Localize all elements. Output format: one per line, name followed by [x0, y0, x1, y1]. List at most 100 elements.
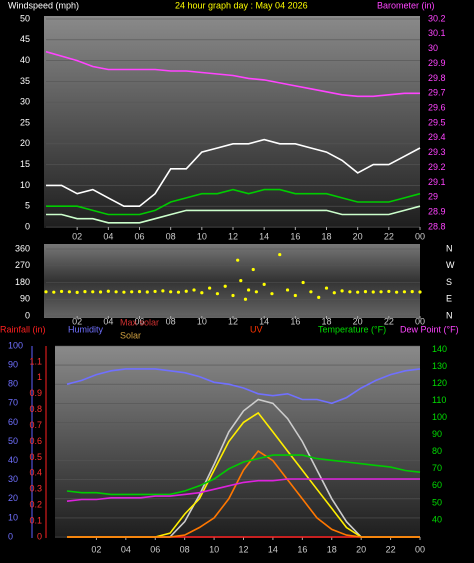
y-tick-label: 25 [20, 117, 30, 127]
series-line [46, 138, 421, 207]
direction-point [395, 290, 399, 294]
y3-tick-label: 1 [37, 372, 42, 382]
y-tick-label: 10 [8, 512, 18, 522]
legend-label: Humidity [68, 324, 104, 334]
direction-point [52, 290, 56, 294]
x-tick-label: 16 [290, 316, 300, 326]
y2-tick-label: 29.5 [428, 117, 446, 127]
direction-point [293, 293, 297, 298]
y2-tick-label: 120 [432, 378, 447, 388]
x-tick-label: 00 [415, 316, 425, 326]
direction-point [98, 290, 103, 294]
direction-point [122, 290, 126, 294]
x-tick-label: 04 [103, 316, 113, 326]
direction-point [410, 290, 414, 294]
y2-tick-label: 60 [432, 480, 442, 490]
legend-label: Solar [120, 330, 141, 340]
y2-tick-label: 29.9 [428, 58, 446, 68]
y-tick-label: 45 [20, 34, 30, 44]
x-tick-label: 02 [72, 231, 82, 241]
direction-point [114, 290, 118, 294]
y2-tick-label: 30 [428, 43, 438, 53]
series-line [67, 450, 420, 538]
x-tick-label: 16 [297, 544, 307, 554]
direction-point [251, 267, 255, 272]
direction-point [106, 289, 110, 293]
y2-tick-label: 30.2 [428, 13, 446, 23]
direction-point [161, 289, 165, 293]
x-tick-label: 20 [353, 231, 363, 241]
y-tick-label: 360 [15, 243, 30, 253]
direction-point [200, 291, 204, 295]
direction-point [270, 292, 274, 296]
y3-tick-label: 0.5 [29, 452, 42, 462]
legend-label: Dew Point (°F) [400, 324, 459, 334]
direction-point [231, 293, 235, 298]
direction-point [262, 282, 266, 286]
direction-point [91, 290, 95, 294]
y2-tick-label: 29.7 [428, 88, 446, 98]
direction-point [379, 290, 383, 294]
y3-tick-label: 0 [37, 531, 42, 541]
y2-tick-label: 29.4 [428, 132, 446, 142]
direction-point [340, 289, 344, 293]
x-tick-label: 16 [290, 231, 300, 241]
y-tick-label: 80 [8, 379, 18, 389]
y2-tick-label: 70 [432, 463, 442, 473]
y-tick-label: 0 [8, 531, 13, 541]
y-tick-label: 270 [15, 260, 30, 270]
y2-tick-label: 90 [432, 429, 442, 439]
y2-tick-label: E [446, 294, 452, 304]
y3-tick-label: 0.3 [29, 484, 42, 494]
chart-title: 24 hour graph day : May 04 2026 [175, 0, 308, 10]
plot-bg [44, 244, 420, 318]
y-tick-label: 90 [8, 359, 18, 369]
direction-point [243, 297, 248, 301]
series-line [46, 205, 421, 224]
y3-tick-label: 0.4 [29, 468, 42, 478]
series-line [46, 188, 421, 216]
y-tick-label: 40 [8, 455, 18, 465]
x-tick-label: 10 [197, 231, 207, 241]
x-tick-label: 20 [353, 316, 363, 326]
x-tick-label: 12 [238, 544, 248, 554]
y3-tick-label: 1.1 [29, 356, 42, 366]
direction-point [153, 289, 157, 294]
y-tick-label: 180 [15, 277, 30, 287]
y3-tick-label: 0.8 [29, 404, 42, 414]
y-tick-label: 0 [25, 310, 30, 320]
direction-point [223, 284, 227, 288]
x-tick-label: 14 [268, 544, 278, 554]
y-tick-label: 50 [8, 436, 18, 446]
y2-label: Barometer (in) [377, 0, 435, 10]
y3-tick-label: 0.2 [29, 500, 42, 510]
x-tick-label: 20 [356, 544, 366, 554]
direction-point [332, 291, 336, 295]
y2-tick-label: 28.8 [428, 221, 446, 231]
x-tick-label: 06 [134, 316, 144, 326]
series-line [66, 368, 421, 405]
direction-point [254, 290, 258, 294]
direction-point [246, 288, 251, 292]
y2-tick-label: 40 [432, 514, 442, 524]
direction-point [278, 252, 282, 257]
series-line [66, 478, 420, 502]
y-tick-label: 30 [20, 97, 30, 107]
y2-tick-label: 28.9 [428, 207, 446, 217]
direction-point [44, 290, 48, 294]
y2-tick-label: 29.3 [428, 147, 446, 157]
direction-point [83, 290, 87, 294]
direction-point [215, 292, 220, 296]
y-tick-label: 35 [20, 76, 30, 86]
y-tick-label: 90 [20, 294, 30, 304]
y-tick-label: 30 [8, 474, 18, 484]
y-tick-label: 5 [25, 201, 30, 211]
direction-point [67, 290, 71, 294]
direction-point [184, 289, 188, 293]
direction-point [192, 288, 196, 292]
direction-point [285, 288, 290, 292]
direction-point [176, 290, 181, 294]
y3-tick-label: 0.1 [29, 515, 42, 525]
plot-bg [55, 346, 420, 538]
